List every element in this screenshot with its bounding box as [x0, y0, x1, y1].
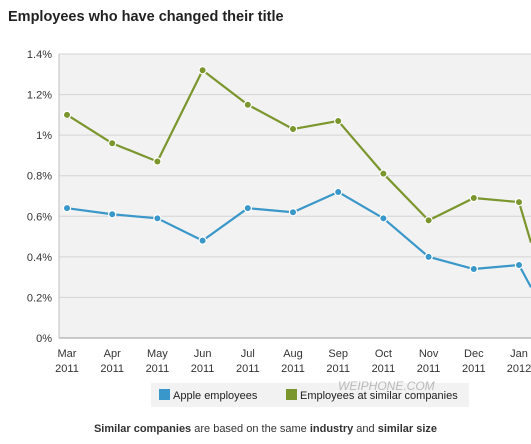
y-tick-label: 0% — [36, 333, 52, 345]
y-axis: 0% 0.2% 0.4% 0.6% 0.8% 1% 1.2% 1.4% — [27, 49, 60, 345]
legend-box — [151, 383, 469, 407]
x-tick-label-month: Sep — [328, 348, 348, 360]
data-point[interactable] — [334, 187, 343, 197]
x-tick-label-year: 2011 — [281, 363, 305, 375]
y-tick-label: 0.6% — [27, 211, 52, 223]
x-tick-label-year: 2011 — [326, 363, 350, 375]
legend-label[interactable]: Apple employees — [173, 390, 258, 402]
data-point[interactable] — [153, 214, 162, 223]
x-tick-label-year: 2011 — [372, 363, 396, 375]
x-tick-label-month: Oct — [375, 348, 392, 360]
footnote-industry: industry — [309, 423, 354, 435]
data-point[interactable] — [424, 216, 433, 225]
data-point[interactable] — [62, 203, 72, 213]
x-tick-label-month: Jul — [241, 348, 255, 360]
legend-swatch — [286, 389, 297, 400]
plot-area — [59, 54, 531, 338]
data-point[interactable] — [424, 252, 433, 262]
data-point[interactable] — [379, 214, 388, 223]
data-point[interactable] — [107, 139, 117, 148]
data-point[interactable] — [379, 169, 388, 178]
y-tick-label: 0.2% — [27, 292, 52, 304]
x-tick-label-year: 2011 — [191, 363, 215, 375]
data-point[interactable] — [153, 157, 162, 166]
data-point[interactable] — [198, 66, 207, 75]
series-line-2 — [66, 69, 531, 243]
data-point[interactable] — [514, 197, 524, 207]
footnote-text-2: and — [353, 423, 378, 435]
x-tick-label-year: 2011 — [417, 363, 441, 375]
data-point[interactable] — [243, 203, 252, 213]
data-point[interactable] — [107, 210, 117, 219]
data-point[interactable] — [243, 100, 252, 109]
gridlines — [59, 53, 531, 339]
footnote-similar-size: similar size — [377, 423, 438, 435]
footnote-text-1: are based on the same — [191, 423, 310, 435]
series-layer — [62, 66, 531, 288]
x-tick-label-month: Dec — [464, 348, 484, 360]
y-tick-label: 1% — [36, 130, 52, 142]
data-point[interactable] — [198, 236, 207, 245]
data-point[interactable] — [514, 260, 524, 270]
legend: Apple employees Employees at similar comp… — [151, 383, 469, 407]
x-tick-label-month: Apr — [104, 348, 121, 360]
y-tick-label: 1.2% — [27, 90, 52, 102]
data-point[interactable] — [62, 110, 72, 120]
x-tick-label-year: 2011 — [55, 363, 79, 375]
x-tick-label-year: 2011 — [236, 363, 260, 375]
x-tick-label-month: Jun — [194, 348, 212, 360]
watermark: WEIPHONE.COM — [338, 379, 435, 393]
x-tick-label-year: 2012 — [507, 363, 531, 375]
x-tick-label-year: 2011 — [146, 363, 170, 375]
footnote-similar-companies: Similar companies — [93, 423, 192, 435]
y-tick-label: 0.8% — [27, 171, 52, 183]
legend-label[interactable]: Employees at similar companies — [300, 390, 458, 402]
x-tick-label-month: May — [147, 348, 168, 360]
data-point[interactable] — [469, 264, 478, 274]
x-tick-label-month: Nov — [419, 348, 439, 360]
x-tick-label-month: Mar — [58, 348, 77, 360]
x-axis: Mar 2011 Apr 2011 May 2011 Jun 2011 Jul 2011 Aug 20… — [55, 348, 531, 375]
footnote: Similar companies are based on the same … — [0, 423, 531, 435]
chart-title: Employees who have changed their title — [8, 9, 284, 25]
data-point[interactable] — [334, 116, 343, 126]
data-point[interactable] — [288, 208, 298, 217]
data-point[interactable] — [288, 124, 298, 134]
x-tick-label-month: Jan — [510, 348, 528, 360]
y-tick-label: 1.4% — [27, 49, 52, 61]
series-line-1 — [66, 190, 531, 288]
data-point[interactable] — [469, 193, 478, 203]
x-tick-label-month: Aug — [283, 348, 303, 360]
legend-swatch — [159, 389, 170, 400]
x-tick-label-year: 2011 — [462, 363, 486, 375]
x-tick-label-year: 2011 — [100, 363, 124, 375]
y-tick-label: 0.4% — [27, 252, 52, 264]
